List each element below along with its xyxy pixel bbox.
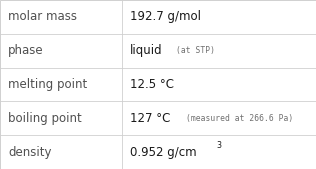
Text: (at STP): (at STP)	[176, 46, 216, 55]
Text: liquid: liquid	[130, 44, 162, 57]
Text: 192.7 g/mol: 192.7 g/mol	[130, 10, 201, 23]
Text: 127 °C: 127 °C	[130, 112, 170, 125]
Text: 12.5 °C: 12.5 °C	[130, 78, 173, 91]
Text: 0.952 g/cm: 0.952 g/cm	[130, 146, 196, 159]
Text: (measured at 266.6 Pa): (measured at 266.6 Pa)	[186, 114, 294, 123]
Text: melting point: melting point	[8, 78, 87, 91]
Text: molar mass: molar mass	[8, 10, 77, 23]
Text: 3: 3	[216, 141, 221, 150]
Text: boiling point: boiling point	[8, 112, 82, 125]
Text: density: density	[8, 146, 52, 159]
Text: phase: phase	[8, 44, 44, 57]
